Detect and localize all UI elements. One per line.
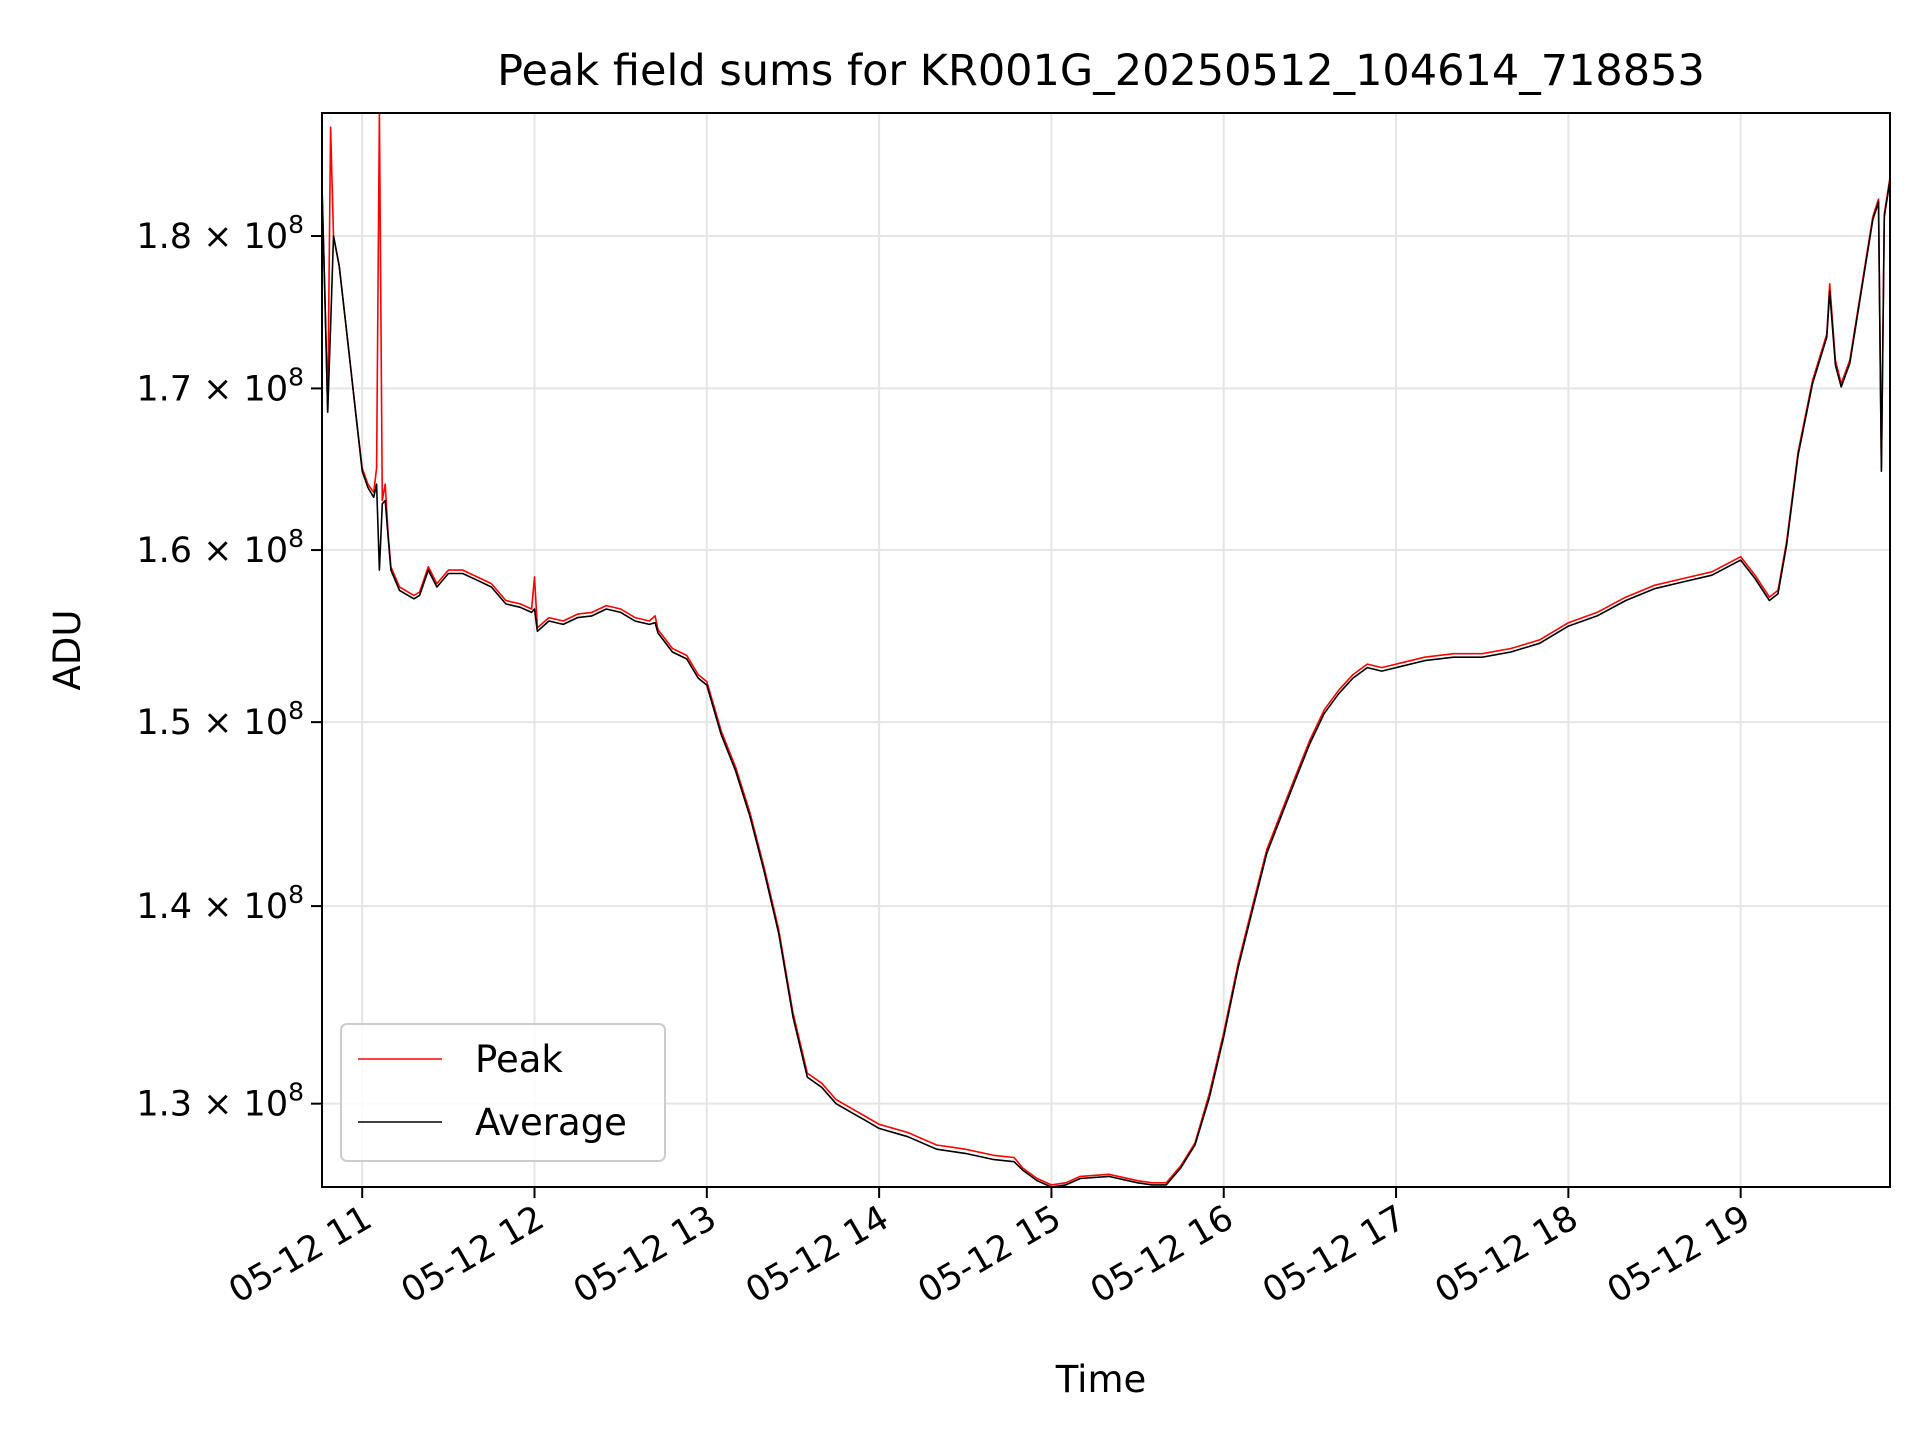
y-axis-label: ADU — [46, 610, 89, 691]
legend-label-average: Average — [475, 1101, 627, 1144]
y-tick-label: 1.8 × 108 — [136, 210, 304, 257]
y-tick-label: 1.6 × 108 — [136, 524, 304, 571]
series-layer — [321, 112, 1891, 1188]
legend-label-peak: Peak — [475, 1038, 563, 1081]
grid-lines — [322, 113, 1890, 1187]
y-tick-label: 1.7 × 108 — [136, 362, 304, 409]
y-tick-label: 1.4 × 108 — [136, 880, 304, 927]
series-line-peak — [321, 112, 1891, 1186]
y-tick-label: 1.5 × 108 — [136, 696, 304, 743]
legend: Peak Average — [340, 1023, 666, 1162]
y-tick-label: 1.3 × 108 — [136, 1078, 304, 1125]
chart-title: Peak field sums for KR001G_20250512_1046… — [497, 46, 1705, 96]
x-axis-label: Time — [1055, 1358, 1147, 1401]
y-axis: 1.3 × 108 1.4 × 108 1.5 × 108 1.6 × 108 1.7 … — [136, 210, 322, 1125]
series-line-average — [321, 180, 1891, 1188]
plot-area-frame — [321, 112, 1891, 1188]
